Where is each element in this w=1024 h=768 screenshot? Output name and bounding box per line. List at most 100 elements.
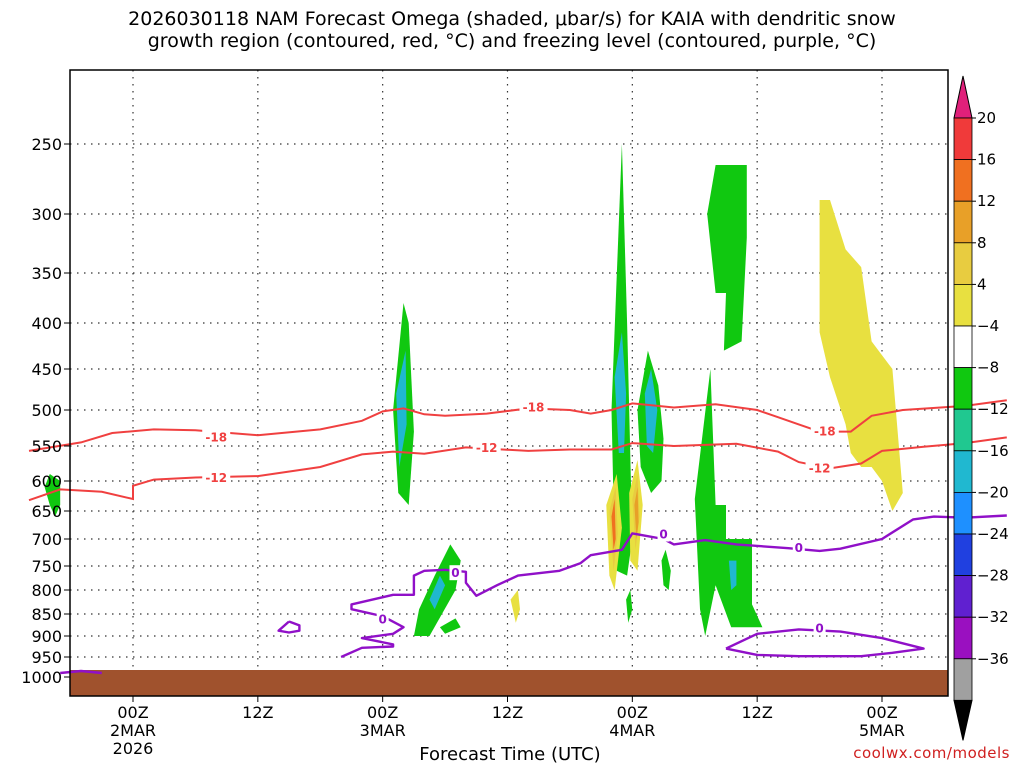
red-label-bg-0 [202,429,231,445]
colorbar-swatch-7 [953,408,973,452]
purple-label-bg-0 [449,565,462,581]
shaded-region-8 [614,332,627,453]
purple-contour-label-2: 0 [659,528,667,542]
y-tick-label-800: 800 [31,581,62,600]
purple-contour-label-1: 0 [378,612,386,626]
colorbar-label-10: −24 [977,525,1009,543]
red-contour-label-3: -12 [205,471,227,485]
purple-label-bg-2 [657,526,670,542]
colorbar-label-12: −32 [977,608,1009,626]
colorbar-label-5: −4 [977,317,999,335]
colorbar-label-6: −8 [977,359,999,377]
red-label-bg-3 [202,470,231,486]
y-axis-ticks: 250 300 350 400 450 500 550 600 650 700 750 800 850 9… [21,135,70,687]
y-tick-label-350: 350 [31,264,62,283]
purple-contour-label-0: 0 [451,566,459,580]
colorbar-label-11: −28 [977,567,1009,585]
x-tick-label-0-1: 00Z [117,703,148,722]
omega-shading [44,144,903,636]
x-tick-label-60-1: 12Z [742,703,773,722]
x-tick-label-48-1: 00Z [617,703,648,722]
colorbar-swatch-12 [953,616,973,660]
purple-contour-0 [60,669,102,675]
colorbar-top-arrow [953,75,973,119]
y-tick-label-500: 500 [31,401,62,420]
purple-contour-1 [277,620,301,634]
colorbar-label-1: 16 [977,151,996,169]
y-tick-label-950: 950 [31,648,62,667]
red-contour-label-2: -18 [814,425,836,439]
dendritic-contours: -18 -18 -18 -12 -12 -12 [28,399,1007,502]
red-label-bg-1 [519,399,548,415]
y-tick-label-650: 650 [31,502,62,521]
y-tick-label-750: 750 [31,557,62,576]
red-label-bg-4 [472,440,501,456]
colorbar-swatch-9 [953,491,973,535]
colorbar-bottom-arrow [953,699,973,741]
colorbar-swatch-10 [953,533,973,576]
y-tick-label-850: 850 [31,605,62,624]
x-tick-label-24-2: 3MAR [360,721,406,740]
x-tick-label-48-2: 4MAR [609,721,655,740]
colorbar-label-4: 4 [977,275,987,293]
shaded-region-11 [626,590,633,623]
colorbar-swatch-0 [953,117,973,160]
y-tick-label-600: 600 [31,472,62,491]
x-tick-label-72-2: 5MAR [859,721,905,740]
y-tick-label-550: 550 [31,437,62,456]
shaded-region-10 [644,369,658,453]
colorbar-label-0: 20 [977,109,996,127]
colorbar-swatch-6 [953,367,973,410]
y-tick-label-900: 900 [31,627,62,646]
shaded-region-5 [439,618,461,634]
y-tick-label-700: 700 [31,530,62,549]
colorbar-label-13: −36 [977,650,1009,668]
colorbar-label-3: 8 [977,234,987,252]
shaded-region-0 [44,474,61,517]
credit-text: coolwx.com/models [853,744,1010,762]
colorbar-swatch-13 [953,658,973,701]
shaded-region-23 [819,200,903,511]
x-axis-label: Forecast Time (UTC) [419,744,601,765]
freezing-level-contours: 0 0 0 0 0 [60,514,1007,675]
purple-label-bg-4 [813,620,826,636]
red-contour-3 [28,436,1007,502]
colorbar-swatch-4 [953,283,973,327]
purple-label-bg-3 [792,540,805,556]
red-label-bg-5 [805,460,834,476]
x-tick-label-36-1: 12Z [492,703,523,722]
shaded-region-21 [726,539,752,561]
y-tick-label-300: 300 [31,205,62,224]
purple-label-bg-1 [376,611,389,627]
colorbar-swatch-3 [953,242,973,285]
plot-border [69,69,949,697]
purple-contour-label-3: 0 [795,541,803,555]
x-tick-label-72-1: 00Z [866,703,897,722]
shaded-region-19 [694,369,763,636]
colorbar-swatch-8 [953,450,973,493]
purple-contour-label-4: 0 [815,622,823,636]
colorbar-label-7: −12 [977,400,1009,418]
colorbar-label-9: −20 [977,483,1009,501]
chart-title-line-1: 2026030118 NAM Forecast Omega (shaded, μ… [128,8,896,30]
x-tick-label-0-2: 2MAR [110,721,156,740]
y-tick-label-450: 450 [31,360,62,379]
colorbar: 20 16 12 8 4 −4 −8 −12 −16 −20 −24 −28 −32 −36 [953,75,1009,741]
shaded-region-17 [634,487,639,539]
y-tick-label-400: 400 [31,314,62,333]
shaded-region-4 [429,575,446,610]
shaded-region-6 [510,590,520,623]
red-contour-label-4: -12 [476,441,498,455]
x-tick-label-12-1: 12Z [242,703,273,722]
shaded-region-22 [707,165,747,351]
plot-frame [70,70,948,696]
x-tick-label-0-3: 2026 [113,739,154,758]
purple-contour-3 [725,628,925,658]
red-contour-label-1: -18 [523,401,545,415]
chart-title-line-2: growth region (contoured, red, °C) and f… [147,30,877,52]
y-tick-label-250: 250 [31,135,62,154]
red-contour-label-0: -18 [205,430,227,444]
ground-surface [70,670,948,696]
